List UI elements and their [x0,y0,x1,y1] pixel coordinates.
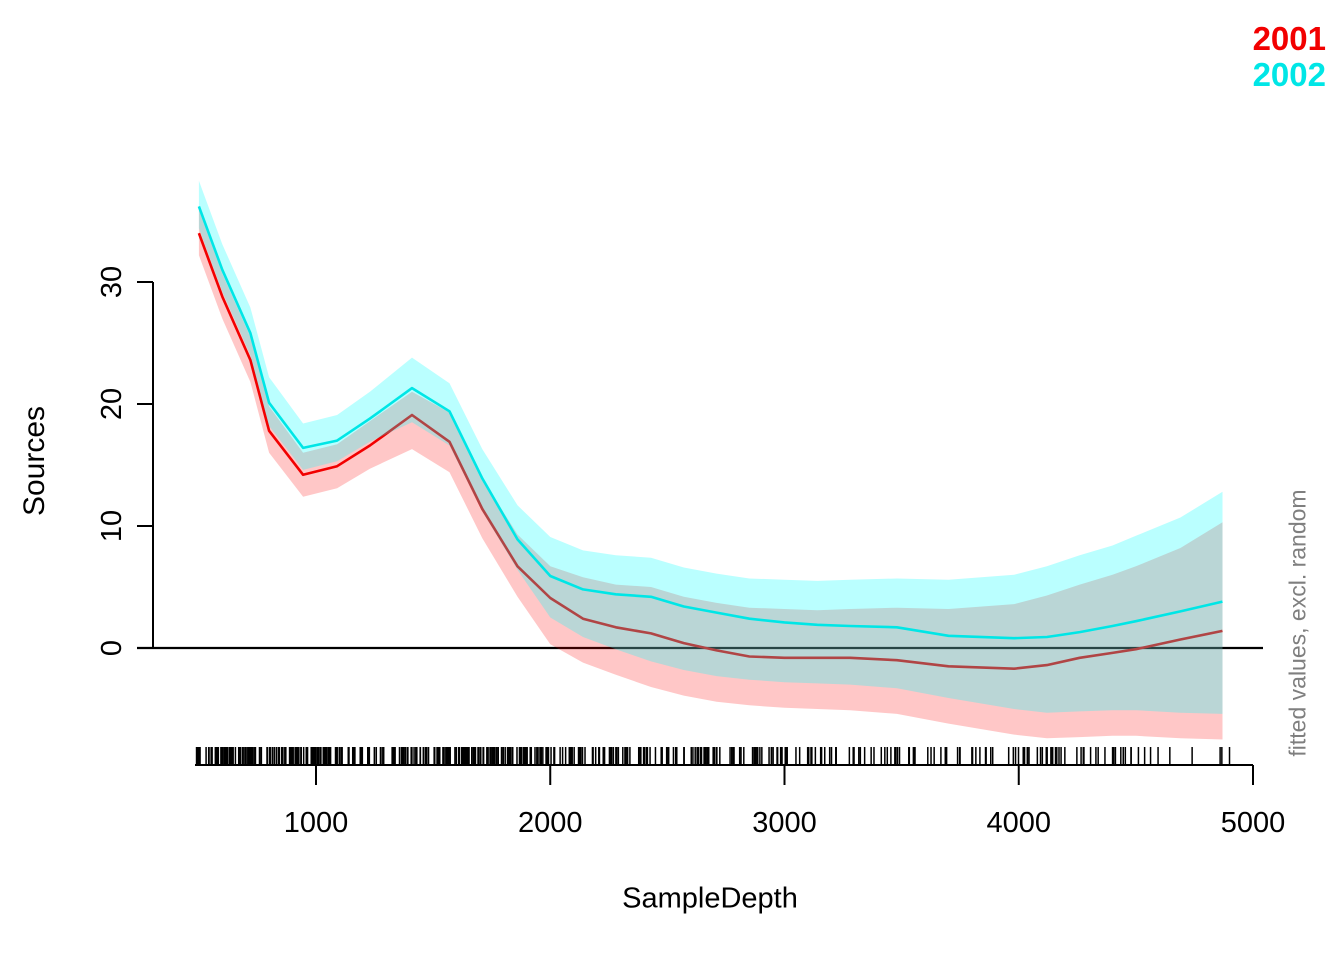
x-tick-label: 3000 [752,807,817,839]
y-tick-label: 20 [96,388,128,420]
y-axis-title: Sources [18,405,51,517]
x-axis-title: SampleDepth [622,882,798,915]
x-tick-label: 1000 [284,807,349,839]
line-2002 [197,205,1223,640]
x-tick-label: 2000 [518,807,583,839]
y-tick-label: 30 [96,266,128,298]
y-tick-label: 10 [96,510,128,542]
legend-label-2002: 2002 [1252,56,1326,93]
x-tick-label: 5000 [1221,807,1286,839]
band-2001 [198,210,1223,740]
x-tick-label: 4000 [986,807,1051,839]
legend-label-2001: 2001 [1252,20,1326,57]
right-margin-note: fitted values, excl. random [1284,489,1311,757]
y-tick-label: 0 [96,640,128,656]
band-2002 [198,180,1223,714]
line-2001 [197,232,1223,671]
